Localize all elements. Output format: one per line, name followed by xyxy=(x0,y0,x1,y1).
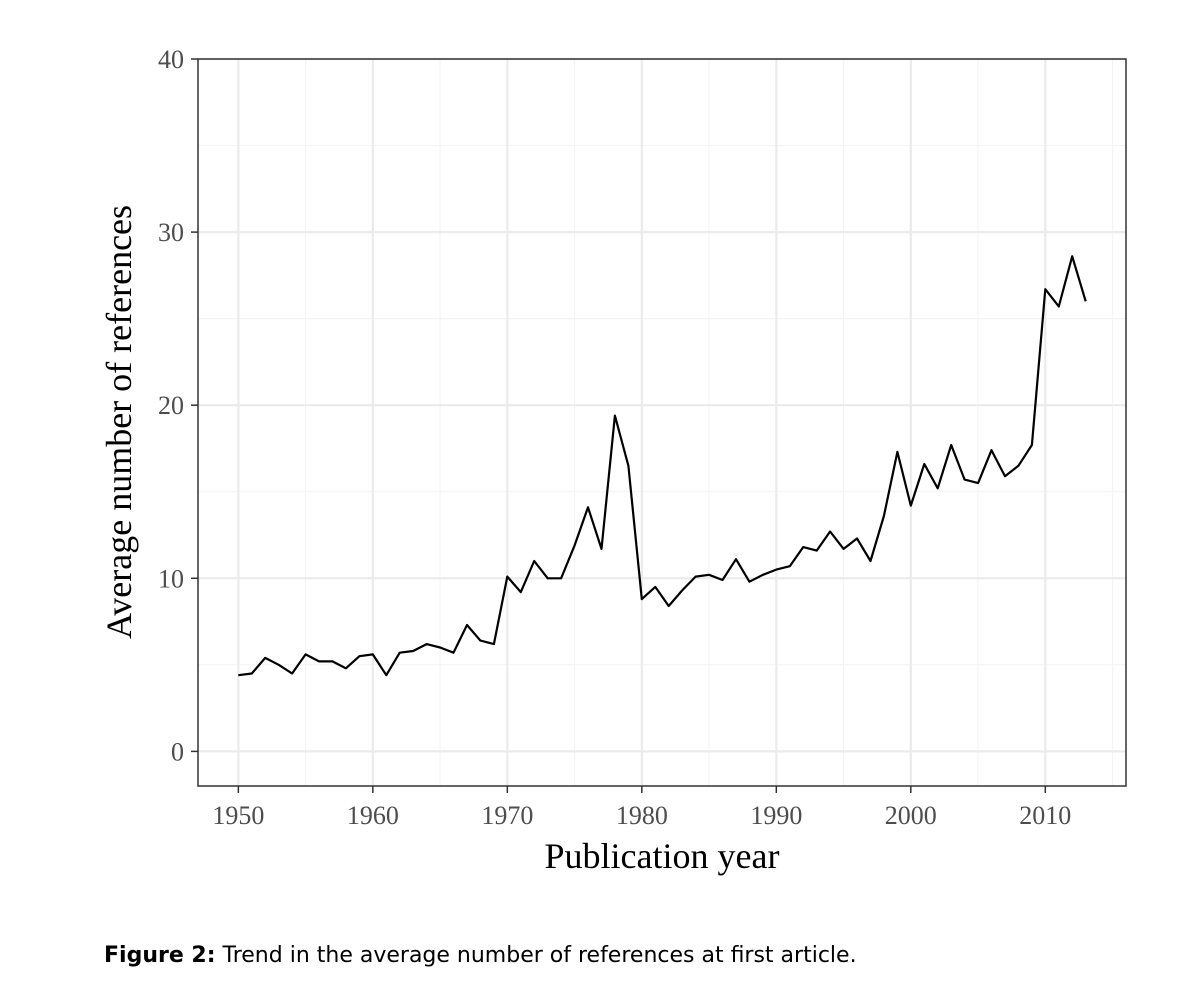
x-tick-label: 2010 xyxy=(1019,801,1071,830)
major-gridlines xyxy=(198,57,1126,786)
y-tick-label: 0 xyxy=(171,737,184,766)
tick-labels: 1950 1960 1970 1980 1990 2000 2010 0 10 20 30 40 xyxy=(158,45,1071,830)
caption-text: Trend in the average number of reference… xyxy=(215,943,857,968)
x-tick-label: 1950 xyxy=(212,801,264,830)
y-tick-label: 30 xyxy=(158,218,184,247)
x-tick-label: 1990 xyxy=(750,801,802,830)
series-line xyxy=(238,255,1087,677)
x-axis-title: Publication year xyxy=(545,836,780,876)
x-tick-label: 1970 xyxy=(481,801,533,830)
figure-caption: Figure 2: Trend in the average number of… xyxy=(104,943,857,968)
minor-gridlines xyxy=(198,59,1126,786)
y-axis-title: Average number of references xyxy=(99,205,139,639)
y-tick-label: 40 xyxy=(158,45,184,74)
x-tick-label: 2000 xyxy=(885,801,937,830)
axis-ticks xyxy=(191,58,1047,793)
x-tick-label: 1980 xyxy=(616,801,668,830)
plot-panel-border xyxy=(197,58,1127,787)
y-tick-label: 20 xyxy=(158,391,184,420)
caption-label: Figure 2: xyxy=(104,943,216,968)
x-tick-label: 1960 xyxy=(347,801,399,830)
line-chart: 1950 1960 1970 1980 1990 2000 2010 0 10 20 30 40 Pu… xyxy=(99,45,1127,876)
y-tick-label: 10 xyxy=(158,564,184,593)
